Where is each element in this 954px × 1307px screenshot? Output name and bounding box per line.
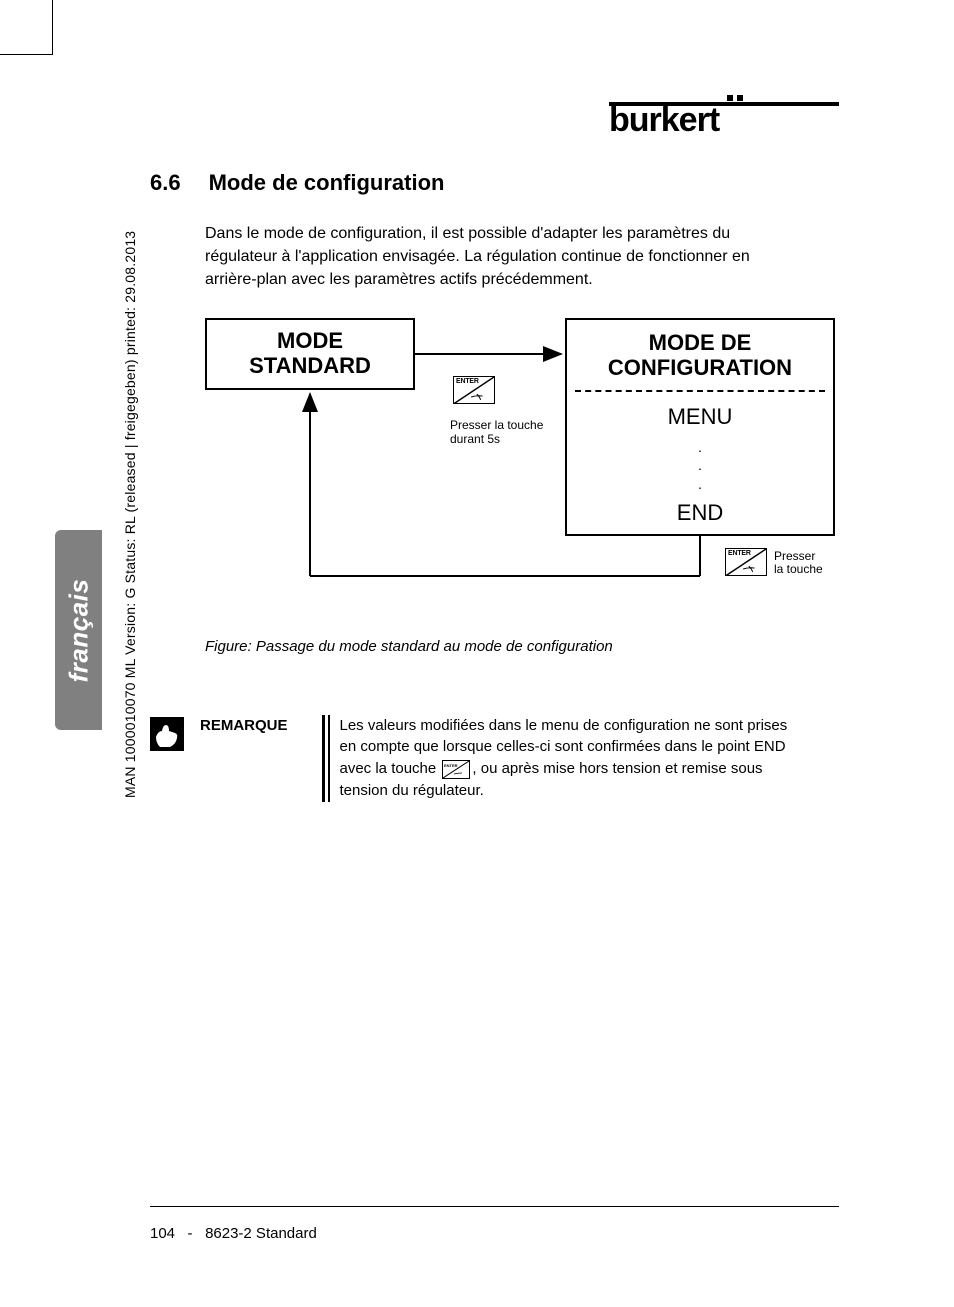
config-end-label: END	[567, 500, 833, 526]
crop-mark-vertical	[52, 0, 53, 55]
mode-standard-box: MODE STANDARD	[205, 318, 415, 390]
remark-divider-thick	[322, 715, 325, 802]
figure-caption: Figure: Passage du mode standard au mode…	[205, 638, 839, 655]
presser1-line2: durant 5s	[450, 432, 500, 446]
hand-pointing-icon	[150, 717, 184, 751]
intro-paragraph: Dans le mode de configuration, il est po…	[205, 222, 765, 292]
footer-rule	[150, 1206, 839, 1208]
config-dots: ...	[567, 438, 833, 495]
logo-text: burkert	[609, 101, 720, 133]
enter-key-icon: ENTER	[453, 376, 495, 404]
presser2-line2: la touche	[774, 562, 823, 576]
document-meta-text: MAN 1000010070 ML Version: G Status: RL …	[122, 231, 138, 798]
mode-config-box: MODE DE CONFIGURATION MENU ... END	[565, 318, 835, 536]
presser1-line1: Presser la touche	[450, 418, 543, 432]
remark-text: Les valeurs modifiées dans le menu de co…	[340, 715, 805, 802]
crop-mark-horizontal	[0, 54, 53, 55]
svg-text:ENTER: ENTER	[444, 763, 458, 768]
footer-doc: 8623-2 Standard	[205, 1225, 317, 1242]
mode-standard-line1: MODE	[207, 328, 413, 353]
mode-config-line1: MODE DE	[573, 330, 827, 355]
language-tab: français	[55, 530, 102, 730]
language-label: français	[63, 578, 94, 682]
footer-text: 104 - 8623-2 Standard	[150, 1225, 317, 1242]
remark-divider-thin	[328, 715, 330, 802]
enter-key-icon: ENTER	[442, 760, 470, 779]
presser2-line1: Presser	[774, 549, 815, 563]
config-box-separator	[575, 390, 825, 392]
config-menu-label: MENU	[567, 404, 833, 430]
burkert-logo: burkert	[609, 95, 839, 133]
mode-diagram: MODE STANDARD MODE DE CONFIGURATION MENU…	[205, 318, 845, 598]
section-number: 6.6	[150, 170, 181, 196]
presser-text-2: Presser la touche	[774, 550, 823, 578]
presser-text-1: Presser la touche durant 5s	[450, 418, 543, 447]
footer-page: 104	[150, 1225, 175, 1242]
remark-block: REMARQUE Les valeurs modifiées dans le m…	[150, 715, 839, 802]
mode-standard-line2: STANDARD	[207, 353, 413, 378]
remark-label: REMARQUE	[200, 715, 308, 802]
enter-key-icon: ENTER	[725, 548, 767, 576]
section-title: Mode de configuration	[209, 170, 445, 196]
footer-sep: -	[188, 1225, 193, 1242]
mode-config-line2: CONFIGURATION	[573, 355, 827, 380]
